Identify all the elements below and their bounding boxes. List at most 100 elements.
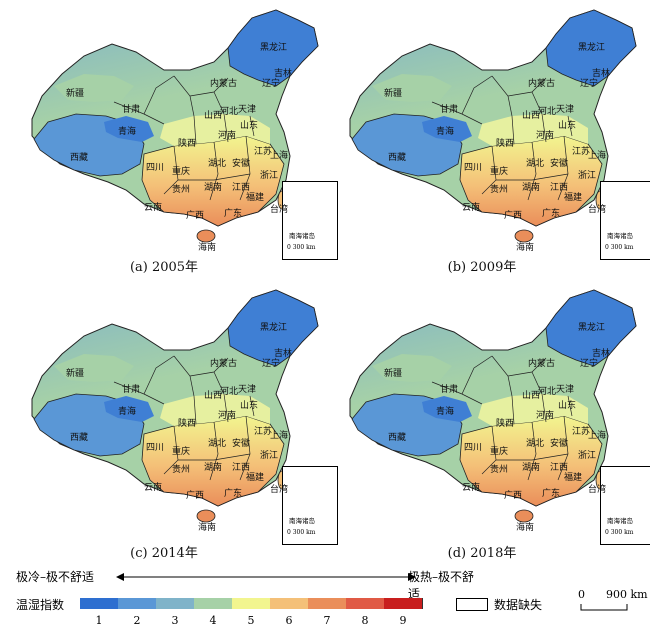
province-label-shandong: 山东 xyxy=(558,121,577,131)
province-label-sichuan: 四川 xyxy=(464,443,483,453)
province-label-guangxi: 广西 xyxy=(504,491,523,501)
province-label-guangxi: 广西 xyxy=(186,491,205,501)
panel-caption: (c) 2014年 xyxy=(130,546,198,561)
legend-swatch-5 xyxy=(232,598,271,609)
panel-caption: (a) 2005年 xyxy=(129,260,199,275)
panel-caption: (b) 2009年 xyxy=(447,260,517,275)
province-label-shanghai: 上海 xyxy=(270,151,289,161)
province-label-liaoning: 辽宁 xyxy=(262,79,281,89)
province-label-jiangxi: 江西 xyxy=(550,183,569,193)
province-label-jiangxi: 江西 xyxy=(232,183,251,193)
province-label-shaanxi: 陕西 xyxy=(178,139,197,149)
province-label-gansu: 甘肃 xyxy=(122,385,141,395)
legend-swatch-1 xyxy=(80,598,119,609)
province-label-shanghai: 上海 xyxy=(588,151,607,161)
province-label-guangxi: 广西 xyxy=(504,211,523,221)
scale-bar xyxy=(580,604,628,611)
province-label-guangdong: 广东 xyxy=(542,489,561,499)
province-label-hunan: 湖南 xyxy=(204,183,223,193)
south-china-sea-inset: 南海诸岛 0 300 km xyxy=(600,181,650,260)
province-label-yunnan: 云南 xyxy=(462,483,481,493)
province-label-heilongjiang: 黑龙江 xyxy=(578,323,606,333)
province-label-heilongjiang: 黑龙江 xyxy=(578,43,606,53)
province-label-neimenggu: 内蒙古 xyxy=(210,359,238,369)
province-label-guangxi: 广西 xyxy=(186,211,205,221)
province-label-shanxi: 山西 xyxy=(522,111,541,121)
province-label-jiangsu: 江苏 xyxy=(572,147,591,157)
province-label-taiwan: 台湾 xyxy=(588,485,607,495)
map-panel-2018: 南海诸岛 0 300 km (d) 2018年 xyxy=(332,284,650,574)
south-china-sea-inset: 南海诸岛 0 300 km xyxy=(282,181,338,260)
province-label-henan: 河南 xyxy=(536,411,555,421)
province-label-xinjiang: 新疆 xyxy=(384,89,403,99)
province-label-guizhou: 贵州 xyxy=(172,465,191,475)
south-china-sea-inset: 南海诸岛 0 300 km xyxy=(600,466,650,545)
province-label-zhejiang: 浙江 xyxy=(260,171,279,181)
province-label-jiangxi: 江西 xyxy=(232,463,251,473)
province-label-neimenggu: 内蒙古 xyxy=(528,79,556,89)
province-label-hunan: 湖南 xyxy=(522,463,541,473)
province-label-shaanxi: 陕西 xyxy=(496,419,515,429)
legend-swatch-2 xyxy=(118,598,157,609)
legend-swatch-6 xyxy=(270,598,309,609)
province-label-jilin: 吉林 xyxy=(592,69,611,79)
province-label-shandong: 山东 xyxy=(240,121,259,131)
province-label-yunnan: 云南 xyxy=(462,203,481,213)
map-panel-2005: 南海诸岛 0 300 km (a) 2005年 xyxy=(14,4,338,294)
province-label-hubei: 湖北 xyxy=(208,439,227,449)
panel-caption: (d) 2018年 xyxy=(447,546,517,561)
province-label-henan: 河南 xyxy=(218,131,237,141)
province-label-hainan: 海南 xyxy=(198,523,217,533)
province-label-guizhou: 贵州 xyxy=(490,465,509,475)
province-label-hebei: 河北 xyxy=(220,107,239,117)
province-label-anhui: 安徽 xyxy=(232,439,251,449)
province-label-xizang: 西藏 xyxy=(388,433,407,443)
province-label-gansu: 甘肃 xyxy=(440,385,459,395)
province-label-hubei: 湖北 xyxy=(526,439,545,449)
province-label-tianjin: 天津 xyxy=(238,105,257,115)
province-label-hainan: 海南 xyxy=(516,523,535,533)
legend-title: 温湿指数 xyxy=(16,598,65,612)
province-label-chongqing: 重庆 xyxy=(172,167,191,177)
province-label-guizhou: 贵州 xyxy=(172,185,191,195)
province-label-fujian: 福建 xyxy=(246,473,265,483)
province-label-anhui: 安徽 xyxy=(550,439,569,449)
inset-label: 南海诸岛 xyxy=(607,517,633,525)
province-label-hainan: 海南 xyxy=(198,243,217,253)
province-label-xizang: 西藏 xyxy=(70,433,89,443)
province-label-guangdong: 广东 xyxy=(224,209,243,219)
province-label-qinghai: 青海 xyxy=(436,127,455,137)
province-label-jiangsu: 江苏 xyxy=(254,147,273,157)
province-label-guizhou: 贵州 xyxy=(490,185,509,195)
province-label-taiwan: 台湾 xyxy=(270,205,289,215)
province-label-shanghai: 上海 xyxy=(270,431,289,441)
province-label-jiangxi: 江西 xyxy=(550,463,569,473)
inset-scale: 0 300 km xyxy=(287,529,316,536)
province-label-gansu: 甘肃 xyxy=(440,105,459,115)
missing-data-label: 数据缺失 xyxy=(494,598,543,612)
province-label-fujian: 福建 xyxy=(246,193,265,203)
province-label-xinjiang: 新疆 xyxy=(384,369,403,379)
missing-data-box xyxy=(456,598,488,611)
province-label-hebei: 河北 xyxy=(538,387,557,397)
legend-right-text: 极热–极不舒适 xyxy=(408,570,475,601)
inset-label: 南海诸岛 xyxy=(607,232,633,240)
province-label-hainan: 海南 xyxy=(516,243,535,253)
province-label-shanxi: 山西 xyxy=(522,391,541,401)
province-label-qinghai: 青海 xyxy=(118,407,137,417)
legend-swatch-9 xyxy=(384,598,423,609)
province-label-neimenggu: 内蒙古 xyxy=(210,79,238,89)
province-label-taiwan: 台湾 xyxy=(270,485,289,495)
province-label-xinjiang: 新疆 xyxy=(66,89,85,99)
province-label-tianjin: 天津 xyxy=(238,385,257,395)
inset-scale: 0 300 km xyxy=(605,244,634,251)
scale-label: 900 km xyxy=(606,588,648,601)
province-label-hubei: 湖北 xyxy=(208,159,227,169)
province-label-guangdong: 广东 xyxy=(542,209,561,219)
province-label-shanxi: 山西 xyxy=(204,391,223,401)
province-label-liaoning: 辽宁 xyxy=(262,359,281,369)
legend-swatch-3 xyxy=(156,598,195,609)
province-label-jilin: 吉林 xyxy=(274,349,293,359)
province-label-jiangsu: 江苏 xyxy=(254,427,273,437)
